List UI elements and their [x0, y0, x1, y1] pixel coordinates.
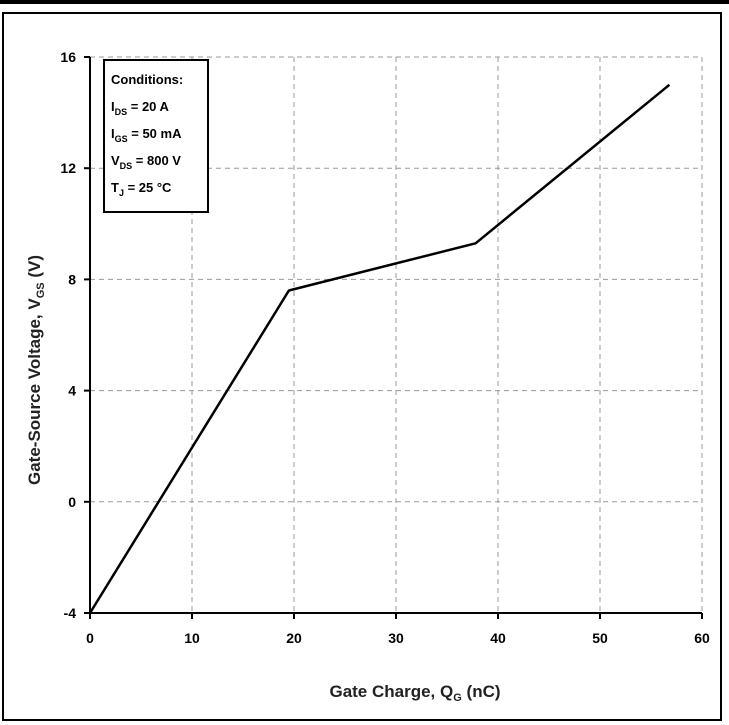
figure-frame	[2, 12, 722, 721]
x-tick-label: 30	[388, 630, 404, 646]
x-axis-label: Gate Charge, QG (nC)	[329, 682, 500, 704]
series-line	[88, 83, 671, 614]
y-tick-label: 8	[68, 271, 76, 287]
x-tick-label: 0	[86, 630, 94, 646]
conditions-box-border	[103, 59, 209, 213]
y-tick-label: 0	[68, 494, 76, 510]
y-tick-label: 16	[60, 49, 76, 65]
condition-igs: IGS = 50 mA	[111, 126, 182, 144]
conditions-title: Conditions:	[111, 72, 183, 87]
y-axis-label: Gate-Source Voltage, VGS (V)	[25, 255, 47, 485]
axes	[84, 56, 703, 619]
condition-ids: IDS = 20 A	[111, 99, 170, 117]
y-tick-label: 12	[60, 160, 76, 176]
grid-lines	[90, 56, 703, 613]
y-tick-label: 4	[68, 383, 76, 399]
x-tick-label: 10	[184, 630, 200, 646]
x-tick-label: 40	[490, 630, 506, 646]
series-layer	[88, 83, 671, 614]
condition-tj: TJ = 25 °C	[111, 180, 172, 198]
top-border-band	[0, 0, 729, 4]
conditions-box: Conditions: IDS = 20 A IGS = 50 mA VDS =…	[103, 59, 209, 213]
x-tick-label: 60	[694, 630, 710, 646]
y-tick-label: -4	[64, 605, 77, 621]
x-tick-label: 50	[592, 630, 608, 646]
x-tick-label: 20	[286, 630, 302, 646]
tick-labels: 0 10 20 30 40 50 60 -4 0 4 8 12 16	[60, 49, 710, 646]
condition-vds: VDS = 800 V	[111, 153, 181, 171]
